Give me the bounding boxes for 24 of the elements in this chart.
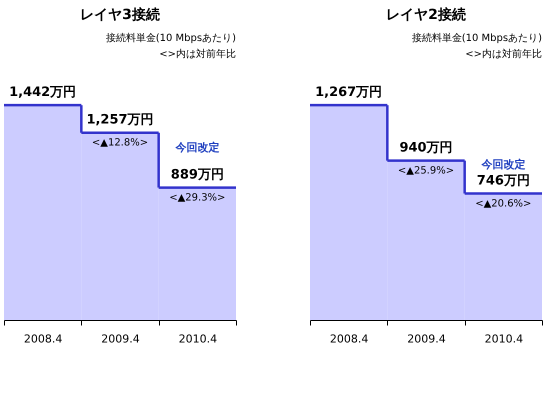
data-label: 1,267万円 — [315, 85, 382, 100]
data-label: 889万円 — [170, 168, 224, 183]
data-label: 746万円 — [476, 174, 530, 189]
data-label: 1,257万円 — [86, 112, 154, 128]
text: <>内は対前年比 — [465, 48, 542, 60]
x-tick-label: 2010.4 — [178, 332, 218, 346]
x-tick-label: 2010.4 — [484, 332, 524, 346]
annotation: <▲29.3%> — [169, 192, 226, 204]
x-tick-label: 2008.4 — [330, 332, 368, 346]
text: <>内は対前年比 — [159, 48, 236, 60]
x-tick-label: 2009.4 — [101, 332, 140, 346]
data-label: 940万円 — [399, 140, 453, 156]
annotation: <▲25.9%> — [398, 166, 454, 177]
chart-title: レイヤ2接続 — [386, 6, 466, 23]
annotation: 今回改定 — [174, 141, 220, 154]
x-tick-label: 2008.4 — [24, 332, 62, 346]
annotation: <▲12.8%> — [92, 138, 148, 149]
chart-title: レイヤ3接続 — [80, 6, 160, 23]
text: 接続料単金(10 Mbpsあたり) — [412, 32, 542, 44]
annotation: <▲20.6%> — [475, 198, 532, 210]
x-tick-label: 2009.4 — [407, 332, 446, 346]
data-label: 1,442万円 — [9, 85, 76, 100]
text: 接続料単金(10 Mbpsあたり) — [106, 32, 236, 44]
annotation: 今回改定 — [480, 158, 526, 172]
